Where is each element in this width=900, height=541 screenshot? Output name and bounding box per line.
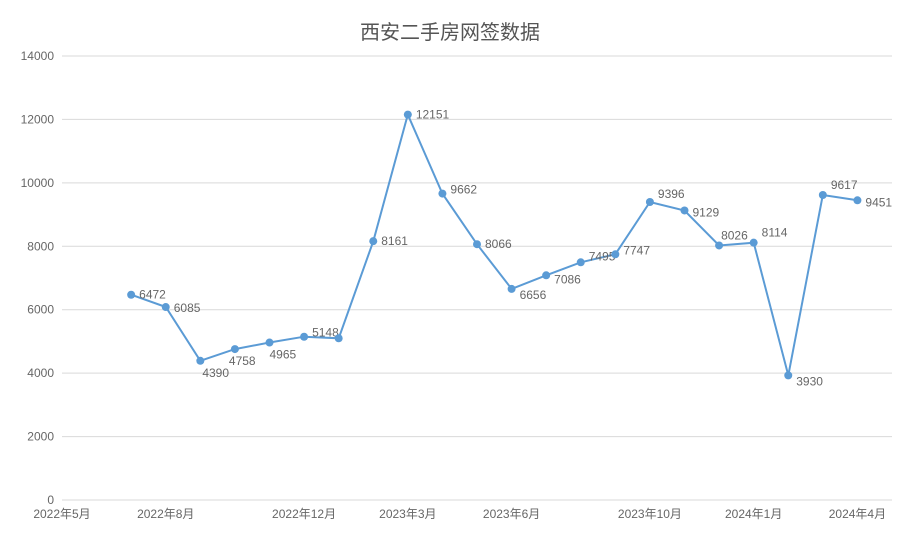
data-marker: [162, 303, 170, 311]
x-tick-label: 2022年8月: [137, 507, 194, 521]
data-label: 6085: [174, 301, 201, 315]
data-label: 7495: [589, 249, 616, 263]
x-tick-label: 2023年3月: [379, 507, 436, 521]
data-marker: [715, 241, 723, 249]
data-label: 4390: [202, 366, 229, 380]
data-marker: [542, 271, 550, 279]
data-label: 8026: [721, 228, 748, 242]
data-marker: [196, 357, 204, 365]
data-marker: [438, 190, 446, 198]
y-tick-label: 10000: [21, 176, 55, 190]
x-tick-label: 2022年5月: [33, 507, 90, 521]
data-marker: [266, 339, 274, 347]
data-marker: [335, 334, 343, 342]
y-tick-label: 6000: [27, 303, 54, 317]
data-marker: [646, 198, 654, 206]
data-label: 4965: [270, 348, 297, 362]
data-marker: [369, 237, 377, 245]
data-label: 8114: [762, 226, 788, 240]
data-label: 9617: [831, 178, 858, 192]
data-marker: [300, 333, 308, 341]
data-label: 8066: [485, 237, 512, 251]
x-tick-label: 2022年12月: [272, 507, 336, 521]
line-chart: 0 2000 4000 6000 8000 10000 12000 14000 2022年5月 2…: [0, 0, 900, 541]
data-marker: [819, 191, 827, 199]
data-label: 7747: [623, 243, 650, 257]
x-tick-label: 2023年6月: [483, 507, 540, 521]
data-label: 4758: [229, 354, 256, 368]
x-tick-label: 2023年10月: [618, 507, 682, 521]
data-label: 6656: [520, 288, 547, 302]
data-marker: [127, 291, 135, 299]
data-marker: [404, 111, 412, 119]
y-tick-label: 8000: [27, 239, 54, 253]
data-label: 3930: [796, 374, 823, 388]
data-marker: [853, 196, 861, 204]
data-label: 12151: [416, 108, 450, 122]
data-label: 9129: [693, 205, 720, 219]
data-label: 8161: [381, 234, 408, 248]
data-marker: [577, 258, 585, 266]
data-marker: [681, 206, 689, 214]
y-tick-label: 2000: [27, 430, 54, 444]
data-label: 9451: [865, 195, 892, 209]
data-marker: [611, 250, 619, 258]
data-label: 9662: [450, 183, 477, 197]
data-marker: [508, 285, 516, 293]
y-tick-label: 4000: [27, 366, 54, 380]
data-label: 7086: [554, 272, 581, 286]
data-marker: [750, 239, 758, 247]
data-label: 6472: [139, 288, 166, 302]
x-tick-label: 2024年1月: [725, 507, 782, 521]
data-label: 9396: [658, 187, 685, 201]
x-tick-label: 2024年4月: [829, 507, 886, 521]
data-marker: [231, 345, 239, 353]
data-marker: [473, 240, 481, 248]
data-marker: [784, 371, 792, 379]
y-tick-label: 14000: [21, 49, 55, 63]
y-tick-label: 0: [47, 493, 54, 507]
y-tick-label: 12000: [21, 112, 55, 126]
